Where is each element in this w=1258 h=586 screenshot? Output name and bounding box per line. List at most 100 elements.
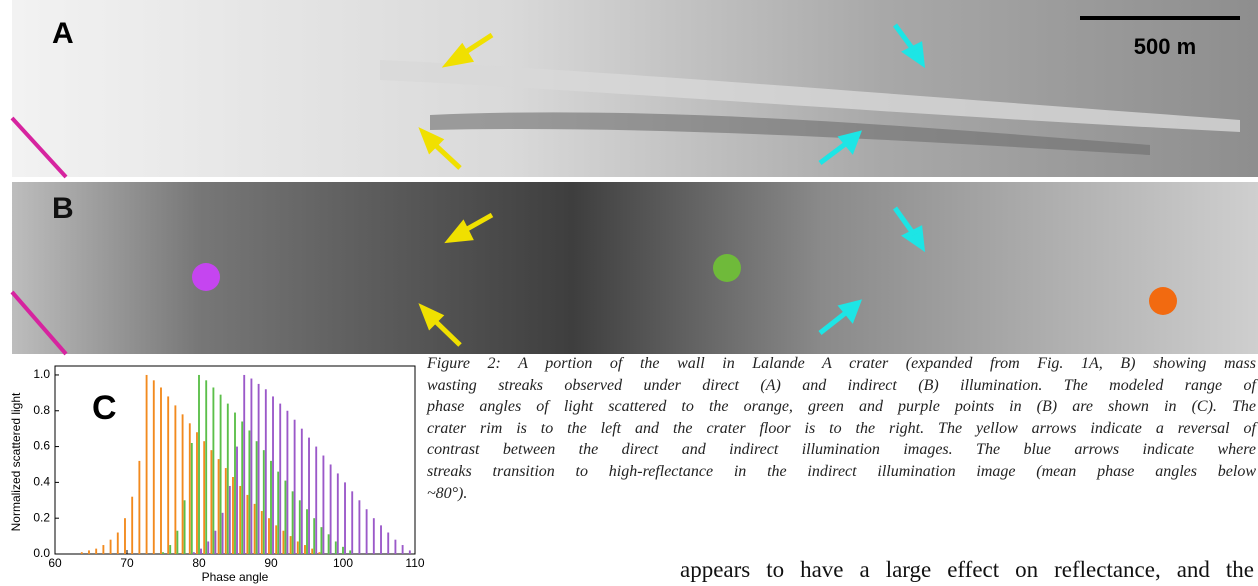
bar: [138, 461, 140, 554]
bar: [236, 447, 238, 554]
y-axis-label: Normalized scattered light: [9, 392, 23, 531]
bar: [256, 441, 258, 554]
y-tick-label: 0.8: [33, 403, 50, 417]
y-tick-label: 0.6: [33, 439, 50, 453]
bar: [250, 379, 252, 554]
bar: [193, 552, 195, 554]
bar: [184, 500, 186, 554]
bar: [366, 509, 368, 554]
caption-line: Figure 2: A portion of the wall in Lalan…: [427, 353, 1256, 375]
panel-label: C: [92, 389, 117, 427]
bar: [387, 533, 389, 554]
bar: [335, 541, 337, 554]
bar: [402, 545, 404, 554]
bar: [277, 472, 279, 554]
bar: [292, 491, 294, 554]
bar: [373, 518, 375, 554]
bar: [380, 525, 382, 554]
panel-label: A: [52, 17, 74, 50]
bar: [306, 509, 308, 554]
caption-line: contrast between the direct and indirect…: [427, 439, 1256, 461]
bar: [182, 414, 184, 554]
bar: [203, 441, 205, 554]
bar: [207, 541, 209, 554]
bar: [286, 411, 288, 554]
bar: [320, 527, 322, 554]
bar: [337, 473, 339, 554]
bar: [169, 545, 171, 554]
bar: [131, 497, 133, 554]
bar: [268, 518, 270, 554]
bar: [232, 477, 234, 554]
bar: [358, 500, 360, 554]
bar: [88, 550, 90, 554]
bar: [290, 536, 292, 554]
bar: [174, 405, 176, 554]
point: [192, 263, 220, 291]
bar: [394, 540, 396, 554]
bar: [318, 552, 320, 554]
bar: [117, 533, 119, 554]
bar: [212, 387, 214, 554]
caption-line: crater rim is to the left and the crater…: [427, 418, 1256, 440]
bar: [225, 468, 227, 554]
bar: [330, 464, 332, 554]
bar: [308, 438, 310, 554]
bar: [275, 525, 277, 554]
x-tick-label: 100: [333, 556, 353, 570]
scale-label: 500 m: [1134, 34, 1196, 59]
y-tick-label: 0.2: [33, 510, 50, 524]
bar: [349, 550, 351, 554]
bar: [210, 450, 212, 554]
bar: [146, 375, 148, 554]
bar: [294, 420, 296, 554]
bar: [196, 432, 198, 554]
bar: [248, 430, 250, 554]
bar: [270, 461, 272, 554]
bar: [234, 413, 236, 554]
bar: [191, 443, 193, 554]
point: [1149, 287, 1177, 315]
bar: [241, 422, 243, 554]
bar: [229, 486, 231, 554]
bar: [342, 547, 344, 554]
x-tick-label: 80: [192, 556, 206, 570]
bar: [258, 384, 260, 554]
x-tick-label: 60: [48, 556, 62, 570]
bar: [261, 511, 263, 554]
bar: [279, 404, 281, 554]
x-axis-label: Phase angle: [202, 570, 269, 584]
bar: [254, 504, 256, 554]
bar: [95, 549, 97, 554]
bar: [243, 375, 245, 554]
bar: [344, 482, 346, 554]
caption: Figure 2: A portion of the wall in Lalan…: [427, 353, 1256, 504]
bar: [284, 481, 286, 554]
bar: [200, 549, 202, 554]
bar: [189, 423, 191, 554]
bar: [198, 375, 200, 554]
caption-line: streaks transition to high-reflectance i…: [427, 461, 1256, 483]
x-tick-label: 110: [405, 556, 424, 570]
bar: [220, 395, 222, 554]
bar: [162, 552, 164, 554]
chart: C Normalized scattered light Phase angle…: [9, 366, 425, 584]
bar: [124, 518, 126, 554]
panel-label: B: [52, 192, 74, 225]
page: 500 m A B C Normalized scattered light P…: [0, 0, 1258, 586]
bar: [102, 545, 104, 554]
y-tick-label: 0.4: [33, 475, 50, 489]
bar: [167, 396, 169, 554]
y-tick-label: 1.0: [33, 367, 50, 381]
point: [713, 254, 741, 282]
bar: [218, 459, 220, 554]
x-tick-label: 90: [264, 556, 278, 570]
caption-line: wasting streaks observed under direct (A…: [427, 375, 1256, 397]
bar: [265, 389, 267, 554]
body-text: appears to have a large effect on reflec…: [680, 556, 1254, 586]
bar: [304, 545, 306, 554]
caption-line: phase angles of light scattered to the o…: [427, 396, 1256, 418]
bar: [409, 550, 411, 554]
bar: [227, 404, 229, 554]
bar: [176, 531, 178, 554]
